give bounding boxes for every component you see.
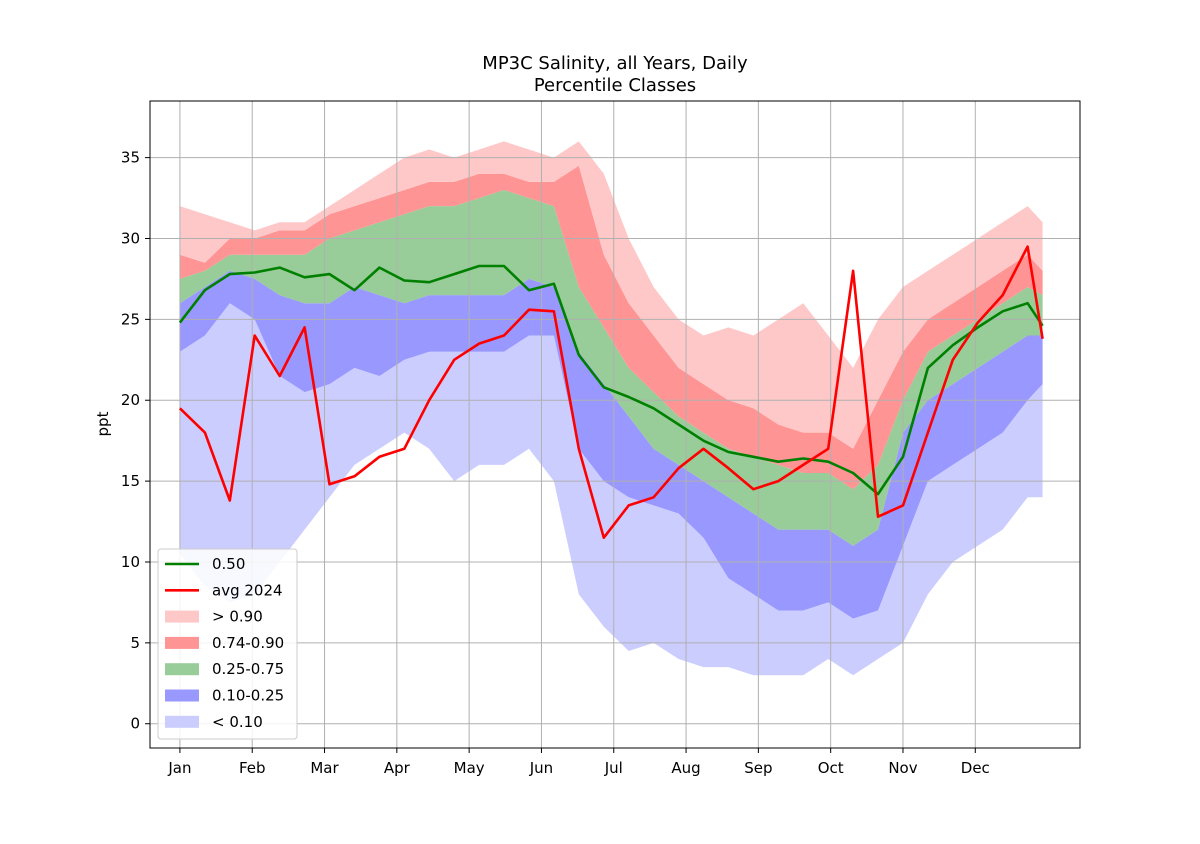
legend-patch-swatch — [165, 636, 199, 649]
legend-label: > 0.90 — [212, 608, 263, 626]
plot-frame — [149, 100, 1081, 749]
legend-label: < 0.10 — [212, 713, 263, 731]
band-0-25-0-75 — [179, 190, 1043, 546]
y-tick-label: 10 — [121, 553, 140, 571]
x-tick-label: Feb — [239, 759, 266, 777]
y-axis-label: ppt — [94, 411, 112, 436]
legend-patch-swatch — [165, 663, 199, 676]
y-tick-label: 30 — [121, 229, 140, 247]
x-tick-label: Jul — [604, 759, 623, 777]
legend-patch-swatch — [165, 610, 199, 623]
x-tick-label: Nov — [888, 759, 917, 777]
legend-patch-swatch — [165, 689, 199, 702]
y-tick-label: 25 — [121, 310, 140, 328]
series-line-0-50 — [178, 264, 1044, 496]
legend-label: 0.74-0.90 — [212, 634, 284, 652]
band-0-74-0-90 — [179, 165, 1043, 490]
y-tick-label: 15 — [121, 472, 140, 490]
legend-label: avg 2024 — [212, 581, 283, 599]
x-tick-label: Jun — [529, 759, 553, 777]
x-tick-label: Oct — [818, 759, 844, 777]
series-line-avg-2024 — [178, 245, 1044, 540]
series-lines — [178, 245, 1044, 540]
x-tick-label: Jan — [167, 759, 191, 777]
y-tick-label: 5 — [130, 634, 140, 652]
x-tick-label: Sep — [744, 759, 772, 777]
x-tick-label: Apr — [384, 759, 411, 777]
chart-title: MP3C Salinity, all Years, Daily — [482, 53, 748, 74]
legend-label: 0.50 — [212, 555, 245, 573]
percentile-bands — [179, 141, 1043, 676]
band-lt-0-10 — [179, 303, 1043, 676]
y-tick-label: 20 — [121, 391, 140, 409]
chart-subtitle: Percentile Classes — [534, 75, 696, 96]
x-tick-label: Dec — [961, 759, 990, 777]
x-tick-label: Aug — [671, 759, 700, 777]
legend-label: 0.25-0.75 — [212, 660, 284, 678]
y-tick-label: 35 — [121, 149, 140, 167]
axis-ticks: Jan Feb Mar Apr May Jun Jul Aug Sep Oct Nov Dec 0 5 10… — [121, 149, 990, 777]
band-0-10-0-25 — [179, 270, 1043, 619]
band-gt-0-90 — [179, 141, 1043, 449]
legend: 0.50 avg 2024 > 0.90 0.74-0.90 0.25-0.75 0.10… — [157, 548, 298, 740]
grid-lines — [150, 101, 1080, 748]
legend-patch-swatch — [165, 715, 199, 728]
y-tick-label: 0 — [130, 715, 140, 733]
x-tick-label: Mar — [310, 759, 339, 777]
x-tick-label: May — [454, 759, 485, 777]
legend-label: 0.10-0.25 — [212, 687, 284, 705]
